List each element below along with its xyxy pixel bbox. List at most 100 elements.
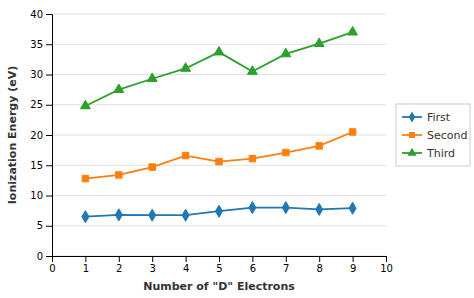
series-line (85, 32, 352, 106)
x-axis-tick-label: 6 (250, 263, 256, 274)
x-axis-tick-label: 5 (216, 263, 222, 274)
y-axis-line (46, 15, 53, 257)
legend-item: First (402, 111, 451, 124)
series-marker (149, 209, 156, 221)
marks (80, 26, 357, 222)
grid-line-y (52, 195, 386, 196)
x-axis-tick-mark (186, 256, 187, 262)
y-axis-tick-mark (46, 14, 52, 15)
legend: First Second Third (396, 104, 470, 166)
series-marker (216, 205, 223, 217)
y-axis-tick-mark (46, 135, 52, 136)
series (82, 202, 356, 223)
x-axis-tick-label: 0 (49, 263, 55, 274)
series-marker (114, 84, 124, 93)
series-marker (349, 129, 355, 135)
legend-symbol (407, 148, 416, 156)
x-axis-tick: 10 (380, 256, 393, 274)
series-marker (349, 202, 356, 214)
x-axis-tick-mark (119, 256, 120, 262)
series-marker (281, 48, 291, 57)
legend-label: Third (426, 147, 455, 160)
series-marker (249, 155, 255, 161)
series-marker (182, 209, 189, 221)
legend-label: First (427, 111, 451, 124)
y-axis-tick: 30 (30, 69, 52, 80)
x-axis-tick-mark (286, 256, 287, 262)
x-axis-tick-mark (219, 256, 220, 262)
x-axis-tick-label: 10 (380, 263, 393, 274)
series-marker (147, 73, 157, 82)
y-axis-tick: 0 (37, 251, 52, 262)
y-axis-tick-label: 25 (30, 99, 43, 110)
x-axis-tick-mark (152, 256, 153, 262)
x-axis-tick-label: 4 (183, 263, 189, 274)
x-axis-tick-label: 1 (83, 263, 89, 274)
grid-line-y (52, 135, 386, 136)
series-marker (316, 143, 322, 149)
series-marker (348, 26, 358, 35)
x-axis-line (53, 257, 387, 263)
y-axis-tick: 40 (30, 9, 52, 20)
series-line (85, 132, 352, 179)
x-axis-tick-label: 8 (317, 263, 323, 274)
y-axis-tick-label: 40 (30, 9, 43, 20)
x-axis-tick-mark (386, 256, 387, 262)
y-axis-tick-mark (46, 165, 52, 166)
series-marker (282, 202, 289, 214)
x-axis-tick-mark (252, 256, 253, 262)
grid-line-y (52, 104, 386, 105)
x-axis-tick-mark (353, 256, 354, 262)
x-axis-tick: 0 (49, 256, 55, 274)
x-axis-title: Number of "D" Electrons (143, 280, 295, 293)
legend-label: Second (427, 129, 467, 142)
series-marker (283, 149, 289, 155)
grid (52, 14, 386, 256)
series-marker (214, 46, 224, 55)
grid-line-y (52, 44, 386, 45)
series-marker (249, 202, 256, 214)
y-axis-tick: 10 (30, 190, 52, 201)
x-axis-tick: 6 (250, 256, 256, 274)
y-axis: 0510152025303540 (30, 9, 52, 262)
y-axis-tick-label: 15 (30, 160, 43, 171)
y-axis-tick-label: 10 (30, 190, 43, 201)
x-axis-tick: 3 (150, 256, 156, 274)
x-axis: 012345678910 (49, 256, 393, 274)
y-axis-tick: 15 (30, 160, 52, 171)
y-axis-tick-label: 30 (30, 69, 43, 80)
series-marker (182, 152, 188, 158)
x-axis-tick-mark (85, 256, 86, 262)
x-axis-tick: 5 (216, 256, 222, 274)
series-marker (314, 38, 324, 47)
grid-line-y (52, 225, 386, 226)
x-axis-tick-label: 7 (283, 263, 289, 274)
series-marker (80, 100, 90, 109)
series-marker (115, 209, 122, 221)
chart-svg: 0123456789100510152025303540Number of "D… (0, 0, 474, 298)
legend-item: Third (402, 147, 455, 160)
series-marker (149, 164, 155, 170)
series-marker (82, 211, 89, 223)
x-axis-tick: 7 (283, 256, 289, 274)
plot: 0123456789100510152025303540Number of "D… (6, 9, 470, 293)
y-axis-tick-label: 5 (37, 220, 43, 231)
x-axis-tick-mark (319, 256, 320, 262)
y-axis-tick-mark (46, 256, 52, 257)
legend-frame (396, 104, 470, 166)
y-axis-tick-mark (46, 44, 52, 45)
grid-line-y (52, 14, 386, 15)
x-axis-tick: 4 (183, 256, 189, 274)
series (80, 26, 357, 108)
y-axis-tick-label: 35 (30, 39, 43, 50)
series-marker (181, 63, 191, 72)
y-axis-tick: 25 (30, 99, 52, 110)
y-axis-tick-mark (46, 226, 52, 227)
legend-item: Second (402, 129, 467, 142)
x-axis-tick: 8 (317, 256, 323, 274)
grid-line-y (52, 74, 386, 75)
y-axis-title: Ionization Energy (eV) (6, 66, 19, 204)
x-axis-tick-label: 9 (350, 263, 356, 274)
y-axis-tick-mark (46, 196, 52, 197)
legend-symbol (409, 132, 415, 138)
